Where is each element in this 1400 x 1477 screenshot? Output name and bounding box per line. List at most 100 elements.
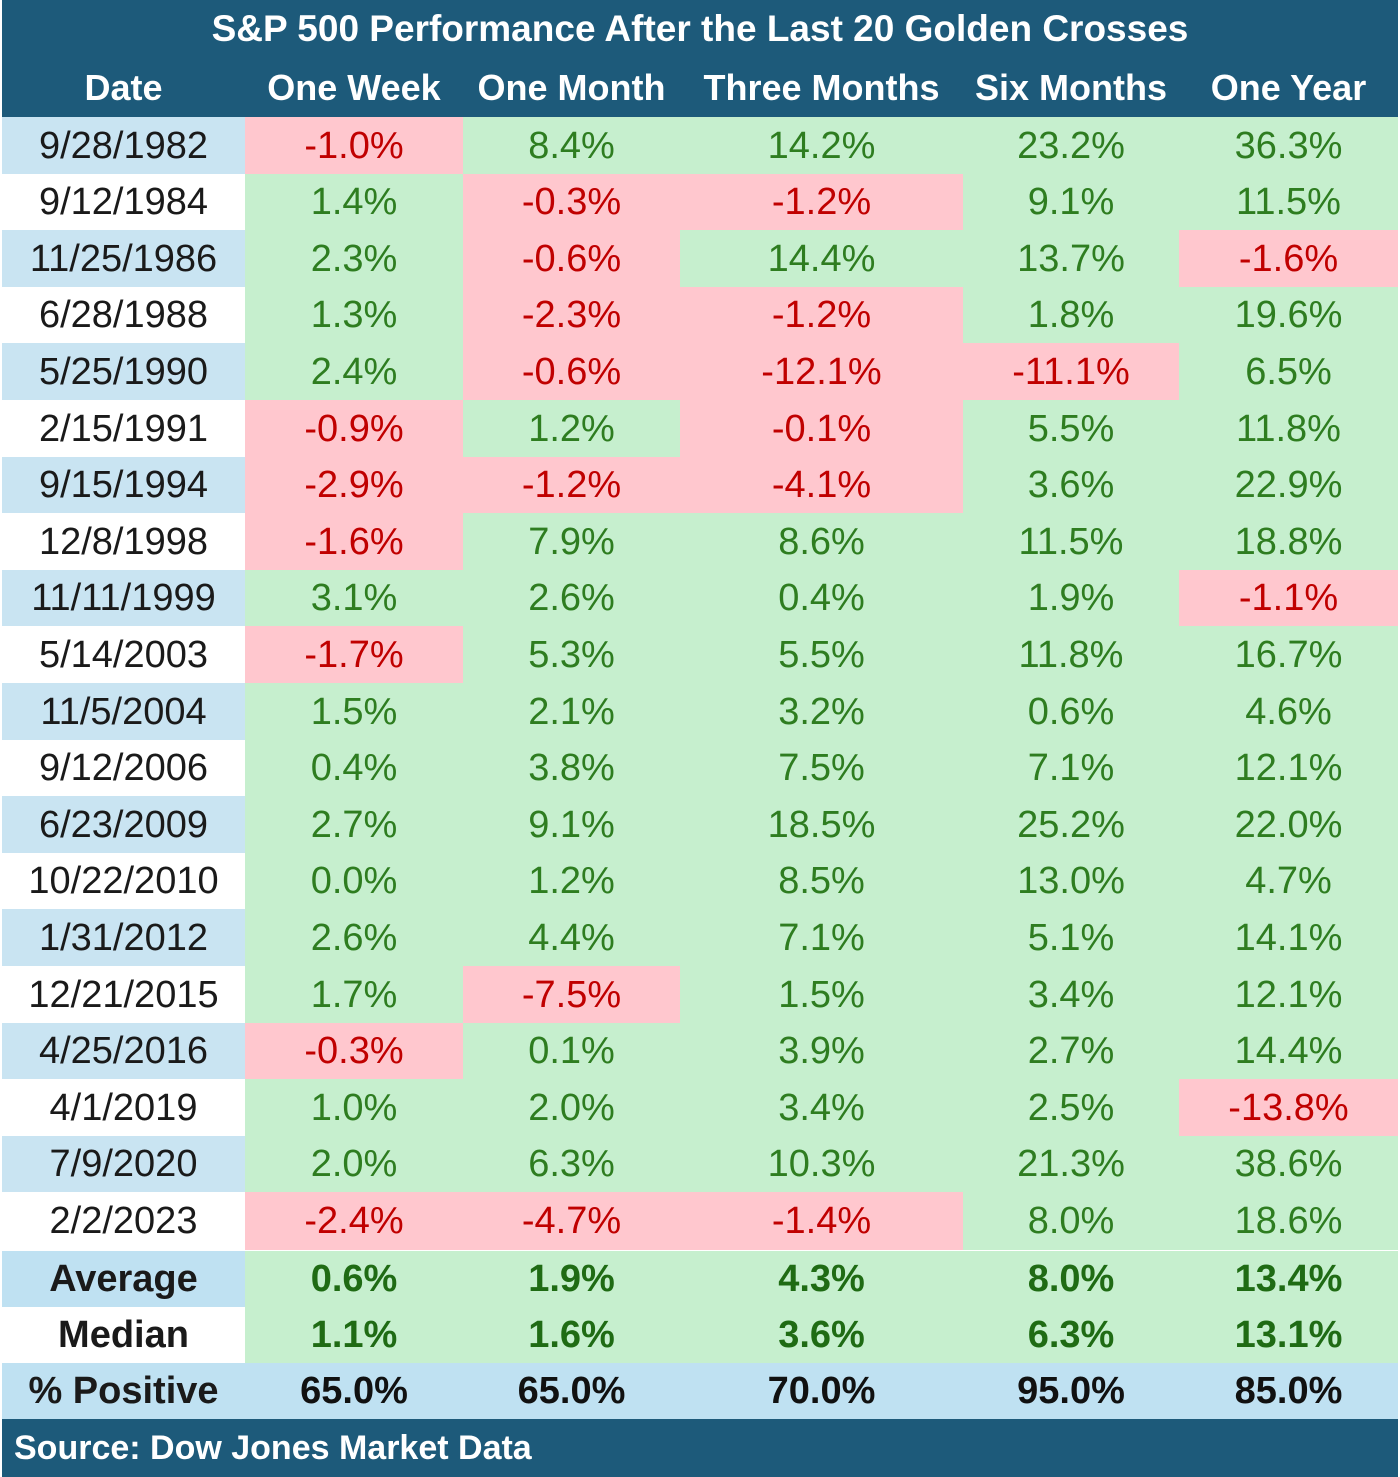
value-cell-six-months: 2.5% <box>963 1079 1179 1138</box>
value-cell-six-months: 7.1% <box>963 739 1179 798</box>
value-cell-one-month: 7.9% <box>463 513 680 572</box>
value-cell-one-year: 22.9% <box>1179 456 1398 515</box>
value-cell-one-year: 11.5% <box>1179 173 1398 232</box>
value-cell-one-year: 18.8% <box>1179 513 1398 572</box>
value-cell-three-months: 1.5% <box>680 966 963 1024</box>
date-cell: 11/25/1986 <box>2 230 245 289</box>
value-cell-one-month: -0.6% <box>463 343 680 402</box>
date-cell: 2/2/2023 <box>2 1192 245 1251</box>
value-cell-six-months: 0.6% <box>963 683 1179 741</box>
value-cell-one-month: 6.3% <box>463 1135 680 1194</box>
value-cell-six-months: 11.8% <box>963 626 1179 685</box>
value-cell-six-months: 1.9% <box>963 569 1179 628</box>
value-cell-three-months: 14.4% <box>680 230 963 289</box>
value-cell-one-week: -1.6% <box>245 513 463 572</box>
value-cell-one-week: -0.3% <box>245 1022 463 1081</box>
value-cell-one-week: -2.9% <box>245 456 463 515</box>
summary-value-one-year: 13.1% <box>1179 1307 1398 1363</box>
value-cell-three-months: 0.4% <box>680 569 963 628</box>
value-cell-six-months: 8.0% <box>963 1192 1179 1251</box>
column-header-one-week: One Week <box>267 66 441 108</box>
value-cell-three-months: -12.1% <box>680 343 963 402</box>
value-cell-one-year: 18.6% <box>1179 1192 1398 1251</box>
value-cell-one-month: 8.4% <box>463 117 680 175</box>
column-header-one-month: One Month <box>477 66 666 108</box>
value-cell-six-months: 25.2% <box>963 796 1179 855</box>
date-cell: 2/15/1991 <box>2 400 245 458</box>
summary-label-positive: % Positive <box>2 1363 245 1419</box>
value-cell-three-months: 18.5% <box>680 796 963 855</box>
value-cell-three-months: 14.2% <box>680 117 963 175</box>
value-cell-six-months: 21.3% <box>963 1135 1179 1194</box>
value-cell-six-months: 5.1% <box>963 909 1179 968</box>
value-cell-one-week: 2.3% <box>245 230 463 289</box>
value-cell-one-year: -1.1% <box>1179 569 1398 628</box>
value-cell-one-month: -0.3% <box>463 173 680 232</box>
value-cell-six-months: 1.8% <box>963 286 1179 345</box>
value-cell-three-months: 7.5% <box>680 739 963 798</box>
summary-value-one-week: 65.0% <box>245 1363 463 1419</box>
summary-value-one-week: 1.1% <box>245 1307 463 1363</box>
value-cell-one-month: 5.3% <box>463 626 680 685</box>
date-cell: 4/1/2019 <box>2 1079 245 1138</box>
value-cell-three-months: 3.9% <box>680 1022 963 1081</box>
date-cell: 5/25/1990 <box>2 343 245 402</box>
value-cell-one-month: 0.1% <box>463 1022 680 1081</box>
summary-label-median: Median <box>2 1307 245 1363</box>
value-cell-three-months: 3.4% <box>680 1079 963 1138</box>
value-cell-three-months: -1.2% <box>680 286 963 345</box>
header-row: Date One Week One Month Three Months Six Mon… <box>2 58 1398 117</box>
value-cell-six-months: 2.7% <box>963 1022 1179 1081</box>
date-cell: 6/23/2009 <box>2 796 245 855</box>
value-cell-one-year: 16.7% <box>1179 626 1398 685</box>
date-cell: 12/21/2015 <box>2 966 245 1024</box>
date-cell: 9/28/1982 <box>2 117 245 175</box>
value-cell-one-week: 3.1% <box>245 569 463 628</box>
value-cell-one-week: 2.4% <box>245 343 463 402</box>
value-cell-three-months: -4.1% <box>680 456 963 515</box>
summary-value-one-month: 1.6% <box>463 1307 680 1363</box>
column-header-three-months: Three Months <box>703 66 940 108</box>
date-cell: 5/14/2003 <box>2 626 245 685</box>
value-cell-three-months: 7.1% <box>680 909 963 968</box>
value-cell-one-week: -1.7% <box>245 626 463 685</box>
value-cell-one-year: 12.1% <box>1179 966 1398 1024</box>
value-cell-six-months: 3.4% <box>963 966 1179 1024</box>
column-header-six-months: Six Months <box>974 66 1167 108</box>
summary-value-one-month: 1.9% <box>463 1251 680 1307</box>
summary-value-three-months: 3.6% <box>680 1307 963 1363</box>
source-note: Source: Dow Jones Market Data <box>2 1419 1398 1477</box>
value-cell-three-months: 3.2% <box>680 683 963 741</box>
date-cell: 6/28/1988 <box>2 286 245 345</box>
date-cell: 11/11/1999 <box>2 569 245 628</box>
value-cell-one-week: -1.0% <box>245 117 463 175</box>
value-cell-six-months: 23.2% <box>963 117 1179 175</box>
value-cell-one-year: -13.8% <box>1179 1079 1398 1138</box>
value-cell-one-year: 22.0% <box>1179 796 1398 855</box>
value-cell-six-months: 13.0% <box>963 852 1179 911</box>
value-cell-one-month: 3.8% <box>463 739 680 798</box>
date-cell: 7/9/2020 <box>2 1135 245 1194</box>
value-cell-three-months: 10.3% <box>680 1135 963 1194</box>
date-cell: 4/25/2016 <box>2 1022 245 1081</box>
value-cell-three-months: -0.1% <box>680 400 963 458</box>
value-cell-one-week: 1.5% <box>245 683 463 741</box>
value-cell-one-month: 2.0% <box>463 1079 680 1138</box>
value-cell-one-year: 14.1% <box>1179 909 1398 968</box>
table-title: S&P 500 Performance After the Last 20 Go… <box>2 0 1398 58</box>
summary-value-one-year: 13.4% <box>1179 1251 1398 1307</box>
value-cell-three-months: -1.2% <box>680 173 963 232</box>
summary-value-six-months: 6.3% <box>963 1307 1179 1363</box>
value-cell-six-months: -11.1% <box>963 343 1179 402</box>
value-cell-one-week: 1.0% <box>245 1079 463 1138</box>
value-cell-one-month: 2.6% <box>463 569 680 628</box>
value-cell-one-year: 6.5% <box>1179 343 1398 402</box>
date-cell: 12/8/1998 <box>2 513 245 572</box>
value-cell-one-month: 1.2% <box>463 852 680 911</box>
value-cell-one-year: 4.6% <box>1179 683 1398 741</box>
value-cell-six-months: 9.1% <box>963 173 1179 232</box>
value-cell-one-month: 4.4% <box>463 909 680 968</box>
value-cell-six-months: 13.7% <box>963 230 1179 289</box>
date-cell: 9/15/1994 <box>2 456 245 515</box>
value-cell-one-month: 9.1% <box>463 796 680 855</box>
